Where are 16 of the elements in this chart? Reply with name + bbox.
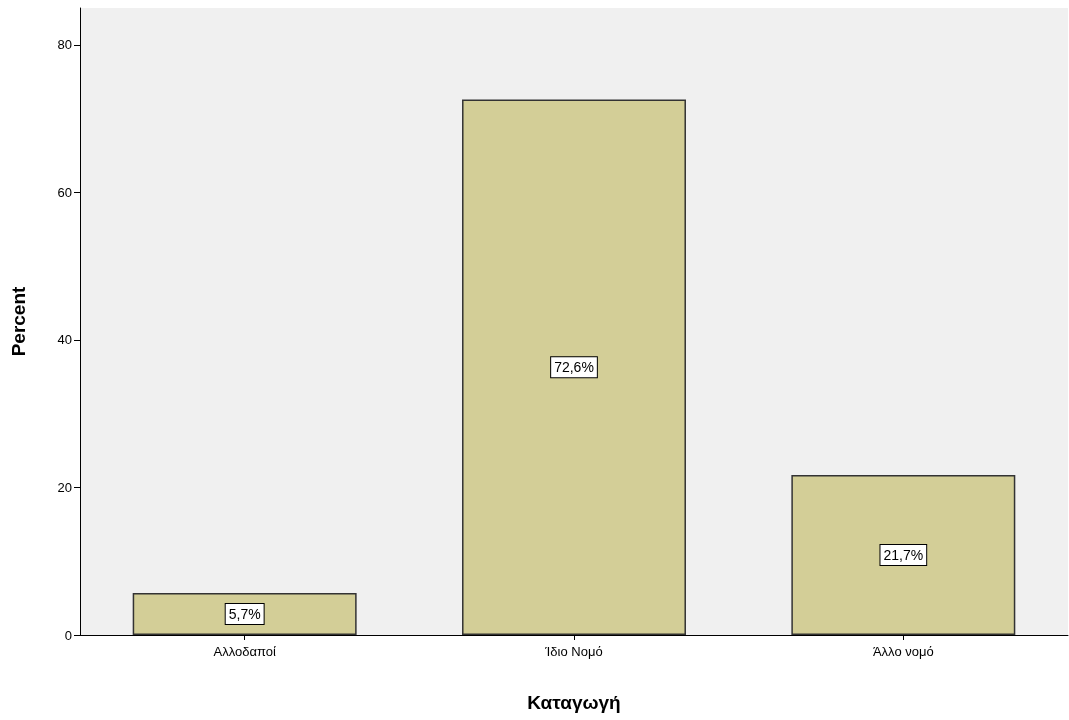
bar — [791, 474, 1016, 635]
y-tick-label: 40 — [57, 332, 72, 348]
data-label: 72,6% — [554, 359, 594, 376]
x-axis-title: Καταγωγή — [527, 692, 621, 713]
bar — [462, 99, 686, 635]
x-tick-label: Αλλοδαποί — [213, 644, 276, 659]
y-axis-title: Percent — [8, 285, 29, 357]
y-tick-label: 80 — [57, 37, 72, 53]
bar — [132, 592, 357, 635]
y-tick-label: 20 — [57, 479, 72, 495]
x-tick-label: Άλλο νομό — [872, 644, 934, 659]
data-label: 5,7% — [228, 605, 261, 622]
y-tick-label: 0 — [64, 627, 72, 643]
x-tick-label: Ίδιο Νομό — [544, 644, 603, 659]
y-tick-label: 60 — [57, 184, 72, 200]
data-label: 21,7% — [883, 546, 924, 563]
